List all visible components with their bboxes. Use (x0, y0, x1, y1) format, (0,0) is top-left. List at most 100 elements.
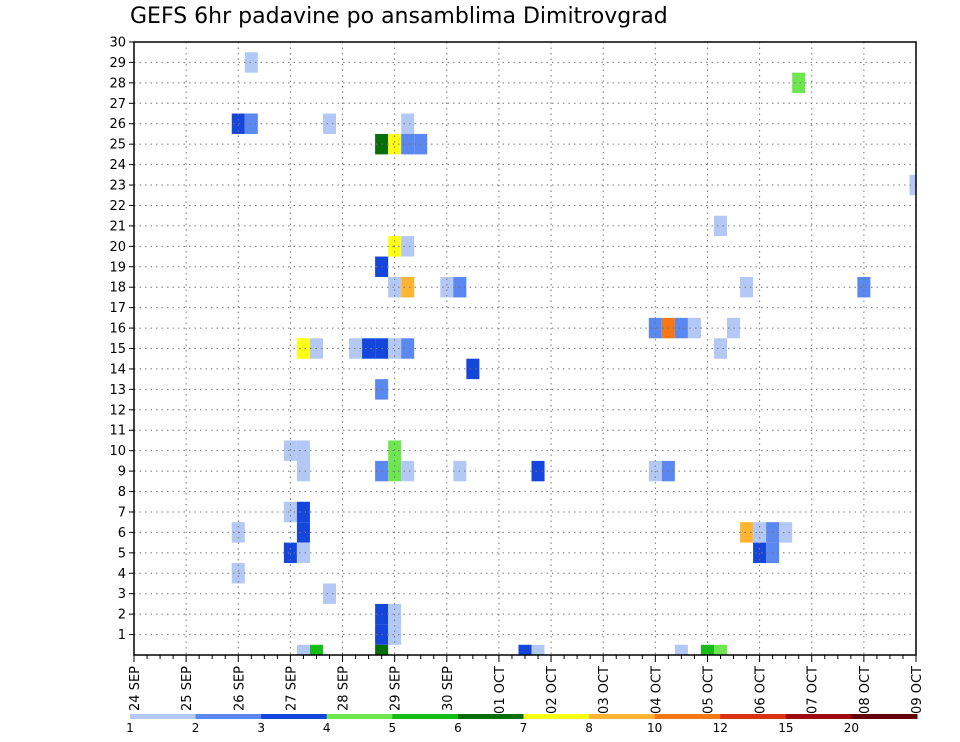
precip-cell (362, 338, 376, 359)
colorbar-segment (392, 714, 459, 719)
y-tick-label: 21 (109, 219, 126, 234)
y-tick-label: 25 (109, 138, 126, 153)
colorbar-segment (195, 714, 262, 719)
y-tick-label: 24 (109, 158, 126, 173)
x-tick-label: 03 OCT (597, 666, 612, 714)
precip-cell (713, 338, 728, 359)
colorbar-label: 12 (713, 721, 728, 735)
precip-cell (687, 317, 701, 339)
y-tick-label: 28 (109, 76, 126, 91)
precip-cell (674, 644, 688, 655)
x-tick-label: 26 SEP (232, 666, 247, 711)
colorbar-segment (785, 714, 852, 719)
y-tick-label: 8 (118, 485, 126, 500)
y-tick-label: 11 (109, 424, 126, 439)
y-tick-label: 29 (109, 56, 126, 71)
colorbar-segment (654, 714, 721, 719)
precip-cell (296, 644, 310, 655)
colorbar-label: 3 (257, 721, 265, 735)
colorbar-label: 4 (323, 721, 331, 735)
precip-cell (440, 276, 454, 298)
precip-cell (296, 338, 310, 359)
y-tick-label: 23 (109, 179, 126, 194)
precip-cell (388, 624, 402, 645)
colorbar-label: 5 (389, 721, 397, 735)
precip-cell (388, 133, 402, 155)
colorbar-label: 1 (126, 721, 134, 735)
y-tick-label: 13 (109, 383, 126, 398)
colorbar-label: 7 (520, 721, 528, 735)
colorbar-segment (523, 714, 590, 719)
precip-cell (296, 522, 310, 543)
colorbar-segment (130, 714, 197, 719)
x-tick-label: 07 OCT (806, 666, 821, 714)
x-tick-label: 08 OCT (858, 666, 873, 714)
x-tick-label: 29 SEP (389, 666, 404, 711)
precip-cell (283, 542, 297, 564)
precip-cell (296, 440, 310, 461)
y-tick-label: 2 (118, 608, 126, 623)
y-tick-label: 22 (109, 199, 126, 214)
colorbar-label: 10 (647, 721, 662, 735)
precip-cell (322, 583, 337, 604)
precip-cell (531, 460, 545, 482)
precip-cell (296, 501, 310, 523)
precip-cell (857, 276, 871, 298)
precip-cell (466, 358, 480, 380)
chart-title: GEFS 6hr padavine po ansamblima Dimitrov… (130, 4, 668, 29)
x-tick-label: 28 SEP (337, 666, 352, 711)
y-tick-label: 3 (118, 587, 126, 602)
y-tick-label: 26 (109, 117, 126, 132)
y-tick-label: 27 (109, 97, 126, 112)
y-tick-label: 17 (109, 301, 126, 316)
colorbar-label: 6 (454, 721, 462, 735)
colorbar-label: 8 (585, 721, 593, 735)
y-tick-label: 9 (118, 465, 126, 480)
x-tick-label: 30 SEP (441, 666, 456, 711)
y-tick-label: 18 (109, 281, 126, 296)
y-tick-label: 4 (118, 567, 126, 582)
y-tick-label: 6 (118, 526, 126, 541)
precip-cell (401, 133, 415, 155)
colorbar-segment (720, 714, 787, 719)
precip-cell (753, 542, 767, 564)
precip-cell (322, 113, 337, 134)
x-tick-label: 06 OCT (754, 666, 769, 714)
precip-cell (296, 460, 310, 482)
y-tick-label: 12 (109, 403, 126, 418)
precip-cell (713, 215, 728, 237)
x-tick-label: 09 OCT (910, 666, 925, 714)
precip-cell (296, 542, 310, 564)
precip-cell (349, 338, 363, 359)
precip-cell (388, 338, 402, 359)
y-tick-label: 20 (109, 240, 126, 255)
precip-cell (283, 440, 297, 461)
precip-cell (401, 236, 415, 257)
x-tick-label: 25 SEP (180, 666, 195, 711)
precip-cell (244, 52, 258, 73)
precip-cell (531, 644, 545, 655)
precip-cell (518, 644, 532, 655)
colorbar-label: 2 (192, 721, 200, 735)
x-axis: 24 SEP 25 SEP 26 SEP 27 SEP 28 SEP 29 SEP 30 S… (128, 655, 925, 714)
colorbar-segment (326, 714, 393, 719)
precip-cell (309, 644, 323, 655)
y-tick-label: 1 (118, 628, 126, 643)
precip-cell (700, 644, 714, 655)
x-tick-label: 27 SEP (284, 666, 299, 711)
y-tick-label: 10 (109, 444, 126, 459)
x-tick-label: 24 SEP (128, 666, 143, 711)
precip-cell (713, 644, 728, 655)
precip-cell (401, 276, 415, 298)
precip-cell (401, 460, 415, 482)
precip-cell (244, 113, 258, 134)
y-axis: 1234567891011121314151617181920212223242… (109, 36, 134, 643)
y-tick-label: 5 (118, 546, 126, 561)
precip-cell (283, 501, 297, 523)
colorbar-segment (851, 714, 918, 719)
colorbar: 1 2 3 4 5 6 7 8 10 12 15 20 (126, 714, 918, 735)
precip-cell (674, 317, 688, 339)
colorbar-label: 15 (778, 721, 793, 735)
precip-cell (779, 522, 793, 543)
colorbar-segment (261, 714, 328, 719)
